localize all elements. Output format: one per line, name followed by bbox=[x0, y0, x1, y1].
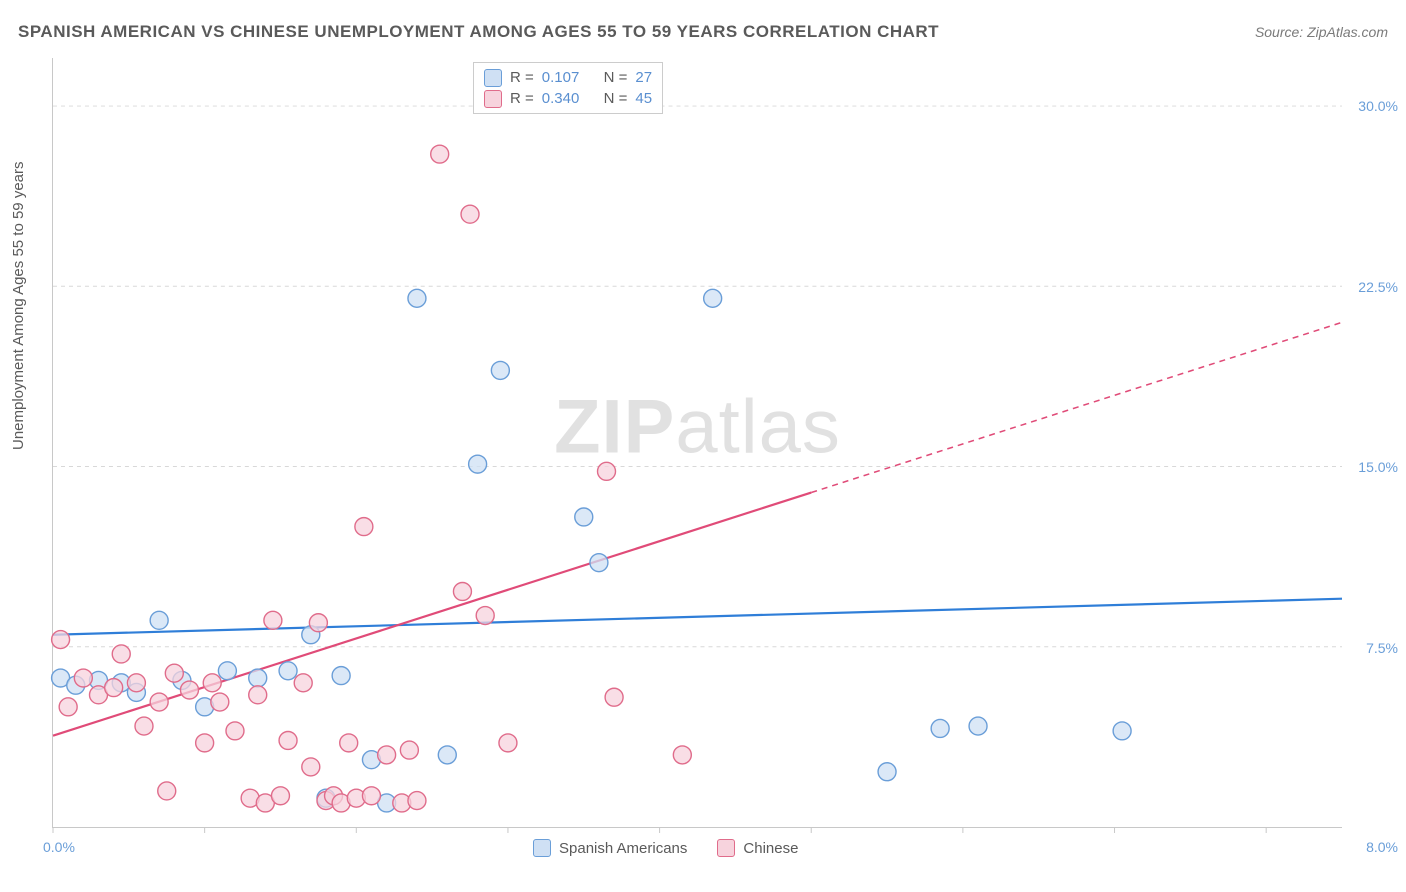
y-tick-label: 15.0% bbox=[1358, 459, 1398, 475]
n-value-1: 27 bbox=[635, 67, 652, 88]
r-value-1: 0.107 bbox=[542, 67, 580, 88]
legend-square-pink bbox=[484, 90, 502, 108]
r-label: R = bbox=[510, 67, 534, 88]
n-label: N = bbox=[604, 67, 628, 88]
r-label: R = bbox=[510, 88, 534, 109]
x-axis-min-label: 0.0% bbox=[43, 839, 75, 855]
legend-item-chinese: Chinese bbox=[717, 839, 798, 857]
r-value-2: 0.340 bbox=[542, 88, 580, 109]
n-label: N = bbox=[604, 88, 628, 109]
legend-label: Chinese bbox=[743, 840, 798, 857]
chart-title: SPANISH AMERICAN VS CHINESE UNEMPLOYMENT… bbox=[18, 22, 939, 42]
source-attribution: Source: ZipAtlas.com bbox=[1255, 24, 1388, 40]
legend-square-blue bbox=[533, 839, 551, 857]
legend-item-spanish: Spanish Americans bbox=[533, 839, 687, 857]
series-legend: Spanish Americans Chinese bbox=[533, 839, 798, 857]
y-tick-label: 7.5% bbox=[1366, 640, 1398, 656]
y-axis-label: Unemployment Among Ages 55 to 59 years bbox=[10, 161, 27, 450]
plot-area: ZIPatlas R = 0.107 N = 27 R = 0.340 N = … bbox=[52, 58, 1342, 828]
y-tick-label: 22.5% bbox=[1358, 279, 1398, 295]
n-value-2: 45 bbox=[635, 88, 652, 109]
y-tick-label: 30.0% bbox=[1358, 98, 1398, 114]
legend-square-pink bbox=[717, 839, 735, 857]
stats-legend-row-2: R = 0.340 N = 45 bbox=[484, 88, 652, 109]
legend-label: Spanish Americans bbox=[559, 840, 687, 857]
x-axis-max-label: 8.0% bbox=[1366, 839, 1398, 855]
stats-legend-row-1: R = 0.107 N = 27 bbox=[484, 67, 652, 88]
stats-legend: R = 0.107 N = 27 R = 0.340 N = 45 bbox=[473, 62, 663, 114]
chart-svg bbox=[53, 58, 1342, 827]
legend-square-blue bbox=[484, 69, 502, 87]
